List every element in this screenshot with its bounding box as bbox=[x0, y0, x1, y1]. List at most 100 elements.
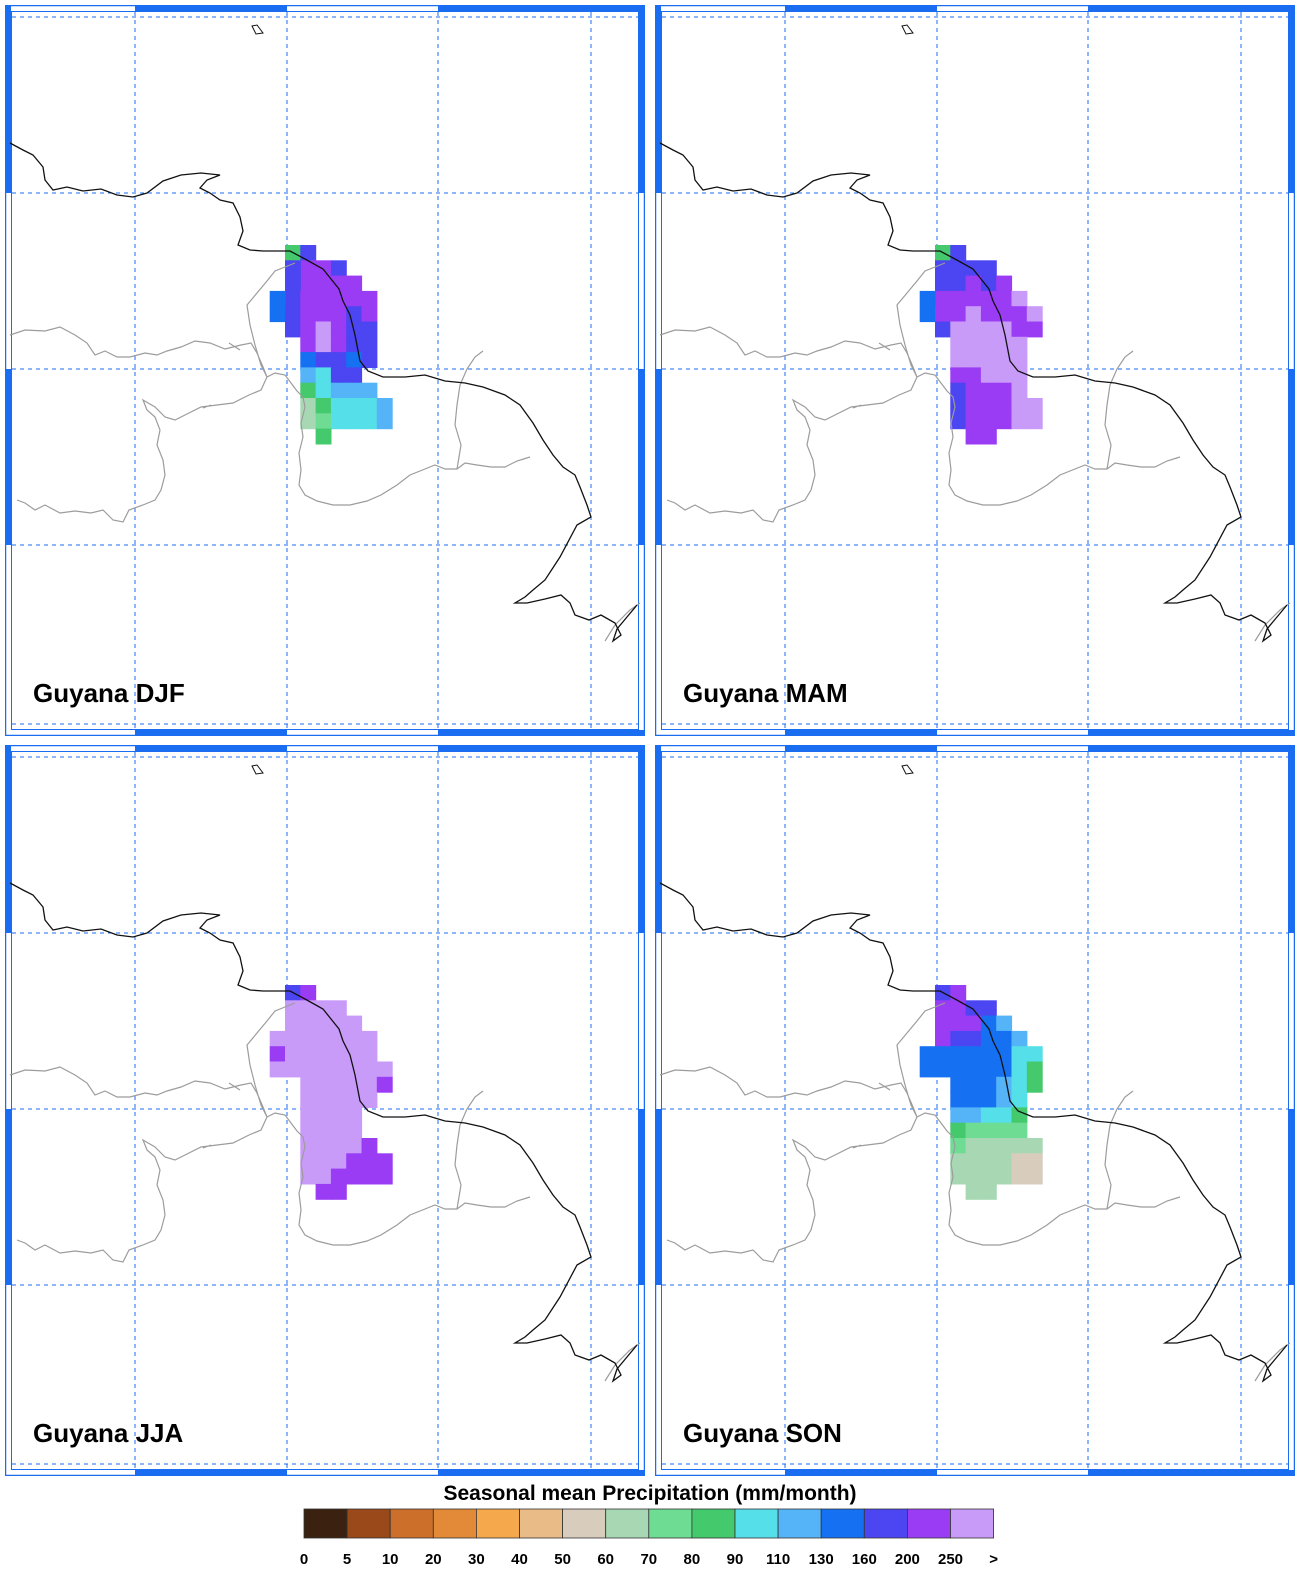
precip-cell bbox=[1011, 1030, 1028, 1047]
precip-cell bbox=[300, 245, 317, 261]
precip-cell bbox=[315, 1046, 332, 1063]
map-canvas bbox=[655, 5, 1295, 736]
legend-tick-label: 30 bbox=[468, 1551, 485, 1568]
precip-cell bbox=[346, 1138, 363, 1154]
precip-cell bbox=[980, 1122, 997, 1139]
precip-cell bbox=[346, 1122, 363, 1139]
precip-cell bbox=[996, 1092, 1013, 1108]
color-legend: 0 5 10 20 30 40 50 60 70 80 90 110 130 160 200 250 > Sea… bbox=[0, 1478, 1300, 1571]
precip-cell bbox=[950, 245, 967, 261]
frame-tick bbox=[591, 745, 645, 751]
frame-tick bbox=[655, 369, 661, 545]
precip-cell bbox=[285, 1030, 301, 1047]
precip-cell bbox=[376, 1061, 393, 1078]
precip-cell bbox=[361, 352, 378, 368]
legend-tick-label: 250 bbox=[938, 1551, 963, 1568]
precip-cell bbox=[965, 1061, 982, 1078]
frame-tick bbox=[639, 745, 645, 933]
precip-cell bbox=[330, 1107, 347, 1124]
legend-swatch bbox=[303, 1508, 348, 1539]
precip-cell bbox=[1026, 1046, 1043, 1063]
precip-cell bbox=[300, 1000, 317, 1017]
precip-cell bbox=[950, 306, 967, 323]
precip-cell bbox=[315, 398, 332, 414]
precip-cell bbox=[300, 1076, 317, 1093]
precip-cell bbox=[330, 1092, 347, 1108]
precip-cell bbox=[950, 336, 967, 353]
precip-cell bbox=[330, 1122, 347, 1139]
precip-cell bbox=[980, 352, 997, 368]
precip-cell bbox=[1026, 1153, 1043, 1170]
precip-cell bbox=[269, 1046, 286, 1063]
precip-cell bbox=[361, 1168, 378, 1185]
precip-cell bbox=[980, 398, 997, 414]
precip-cell bbox=[1011, 290, 1028, 307]
precip-cell bbox=[346, 1092, 363, 1108]
precip-cell bbox=[315, 260, 332, 277]
precip-cell bbox=[330, 1030, 347, 1047]
precip-cell bbox=[300, 985, 317, 1001]
precip-cell bbox=[346, 336, 363, 353]
precip-cell bbox=[330, 275, 347, 292]
frame-tick bbox=[1289, 369, 1295, 545]
frame-tick bbox=[5, 1109, 11, 1285]
precip-cell bbox=[996, 1122, 1013, 1139]
precip-cell bbox=[376, 1153, 393, 1170]
precip-cell bbox=[1011, 413, 1028, 430]
precip-cell bbox=[965, 275, 982, 292]
precip-cell bbox=[980, 1107, 997, 1124]
precip-cell bbox=[361, 1092, 378, 1108]
legend-colorbar: 0 5 10 20 30 40 50 60 70 80 90 110 130 160 200 250 > bbox=[300, 1508, 998, 1568]
country-borders bbox=[9, 1002, 641, 1382]
precip-cell bbox=[346, 1015, 363, 1032]
legend-tick-label: 40 bbox=[511, 1551, 528, 1568]
legend-swatch bbox=[691, 1508, 736, 1539]
precip-cell bbox=[965, 398, 982, 414]
precip-cell bbox=[1026, 1061, 1043, 1078]
precip-cell bbox=[965, 1183, 982, 1200]
precip-cell bbox=[315, 352, 332, 368]
legend-tick-label: 5 bbox=[343, 1551, 351, 1568]
precip-cell bbox=[980, 1153, 997, 1170]
precip-cell bbox=[950, 352, 967, 368]
precip-cell bbox=[346, 306, 363, 323]
precip-cell bbox=[300, 398, 317, 414]
precip-cell bbox=[1011, 367, 1028, 384]
precip-cell bbox=[950, 1046, 967, 1063]
precip-cell bbox=[300, 367, 317, 384]
legend-swatch bbox=[389, 1508, 434, 1539]
precip-cell bbox=[950, 1092, 967, 1108]
map-panel-mam: Guyana MAM bbox=[655, 5, 1295, 736]
precip-cell bbox=[1011, 1138, 1028, 1154]
precip-cell bbox=[965, 1138, 982, 1154]
frame-tick bbox=[639, 1109, 645, 1285]
legend-tick-label: 60 bbox=[597, 1551, 614, 1568]
precip-cell bbox=[935, 1046, 951, 1063]
precip-cell bbox=[980, 336, 997, 353]
precip-cell bbox=[1026, 1168, 1043, 1185]
precip-cell bbox=[361, 1061, 378, 1078]
precip-cell bbox=[1011, 382, 1028, 399]
precip-cell bbox=[1011, 1122, 1028, 1139]
legend-tick-label: 70 bbox=[640, 1551, 657, 1568]
precip-cell bbox=[361, 1046, 378, 1063]
precip-cell bbox=[950, 275, 967, 292]
precip-cell bbox=[950, 260, 967, 277]
precip-cell bbox=[300, 1107, 317, 1124]
precip-cell bbox=[1011, 1076, 1028, 1093]
precip-cell bbox=[361, 306, 378, 323]
precip-cell bbox=[346, 275, 363, 292]
precip-cell bbox=[315, 336, 332, 353]
precip-cell bbox=[330, 398, 347, 414]
precip-cell bbox=[935, 321, 951, 338]
precip-cell bbox=[950, 1015, 967, 1032]
precip-cells bbox=[269, 985, 393, 1200]
inner-frame bbox=[661, 751, 1289, 1470]
precip-cell bbox=[346, 1153, 363, 1170]
precip-cell bbox=[315, 306, 332, 323]
precip-cell bbox=[980, 1168, 997, 1185]
precip-cell bbox=[965, 1153, 982, 1170]
frame-tick bbox=[438, 730, 591, 736]
legend-tick-label: 90 bbox=[727, 1551, 744, 1568]
frame-tick bbox=[1241, 1470, 1295, 1476]
